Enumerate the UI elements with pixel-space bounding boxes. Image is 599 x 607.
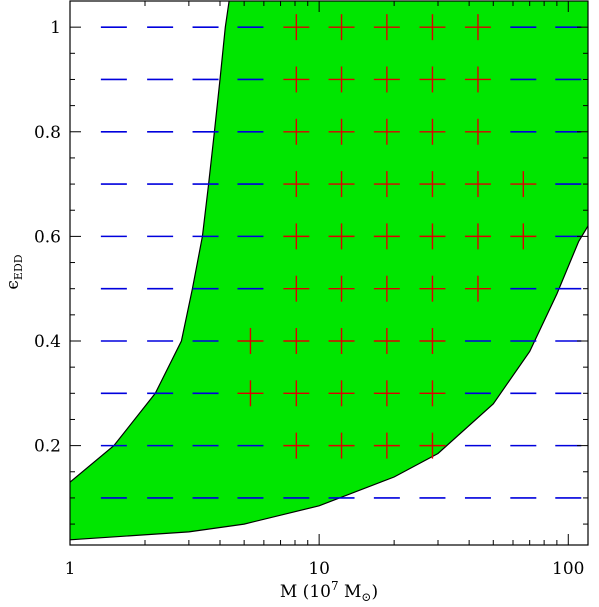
y-axis-title-subscript: EDD	[12, 254, 25, 280]
plus-marker	[373, 223, 400, 250]
plus-marker	[373, 275, 400, 302]
y-tick-label: 0.6	[34, 227, 61, 247]
plus-marker	[419, 223, 446, 250]
plus-marker	[283, 275, 310, 302]
plus-marker	[419, 118, 446, 145]
plus-marker	[328, 275, 355, 302]
plus-marker	[464, 14, 491, 41]
plus-marker	[464, 275, 491, 302]
plus-marker	[283, 432, 310, 459]
plus-marker	[328, 14, 355, 41]
y-tick-label: 0.4	[34, 332, 61, 352]
plus-marker	[283, 328, 310, 354]
plus-marker	[283, 14, 310, 41]
region-fill	[70, 1, 588, 540]
x-axis-title-exponent: 7	[331, 579, 339, 593]
plus-marker	[283, 66, 310, 93]
x-axis-title-prefix: M (10	[280, 582, 331, 602]
y-tick-label: 0.2	[34, 437, 61, 457]
x-tick-label: 100	[552, 559, 584, 579]
y-axis-title-symbol: ϵ	[3, 280, 23, 290]
plus-marker	[373, 66, 400, 93]
plus-marker	[283, 171, 310, 198]
plus-marker	[464, 223, 491, 250]
plus-marker	[328, 66, 355, 93]
plus-marker	[464, 118, 491, 145]
y-tick-label: 0.8	[34, 123, 61, 143]
plus-marker	[419, 432, 446, 459]
plus-marker	[419, 275, 446, 302]
plus-marker	[283, 118, 310, 145]
tick-layer	[69, 0, 588, 545]
plus-marker	[419, 380, 446, 407]
y-tick-label: 1	[50, 18, 61, 38]
x-axis-title: M (107 M⊙)	[280, 579, 378, 604]
plus-marker	[237, 380, 264, 407]
allowed-region	[70, 1, 588, 541]
x-axis-title-closing: )	[371, 582, 378, 602]
plus-marker	[419, 328, 446, 354]
lower-boundary-curve	[70, 225, 588, 541]
plus-marker	[237, 328, 264, 354]
plus-marker	[510, 223, 537, 250]
plus-marker	[419, 171, 446, 198]
plus-marker	[373, 328, 400, 354]
plus-marker	[328, 118, 355, 145]
y-axis-title: ϵEDD	[3, 254, 25, 289]
plus-marker	[283, 223, 310, 250]
plus-marker	[510, 171, 537, 198]
x-tick-label: 10	[308, 559, 330, 579]
tick-labels: 1 10 100 0.2 0.4 0.6 0.8 1	[34, 18, 585, 579]
marker-layer	[100, 14, 582, 499]
plus-marker	[373, 14, 400, 41]
plus-marker	[464, 66, 491, 93]
plus-marker	[328, 432, 355, 459]
plus-marker	[464, 171, 491, 198]
plus-marker	[419, 14, 446, 41]
plot-frame	[69, 0, 589, 546]
plus-marker	[328, 223, 355, 250]
plus-marker	[283, 380, 310, 407]
plus-marker	[328, 328, 355, 354]
plus-marker	[373, 380, 400, 407]
plus-marker	[373, 118, 400, 145]
plus-marker	[328, 380, 355, 407]
plus-marker	[419, 66, 446, 93]
plus-marker	[373, 432, 400, 459]
x-axis-title-suffix: M	[339, 582, 362, 602]
plus-marker	[373, 171, 400, 198]
x-tick-label: 1	[65, 559, 76, 579]
plus-marker	[328, 171, 355, 198]
x-axis-title-subscript: ⊙	[361, 590, 371, 604]
